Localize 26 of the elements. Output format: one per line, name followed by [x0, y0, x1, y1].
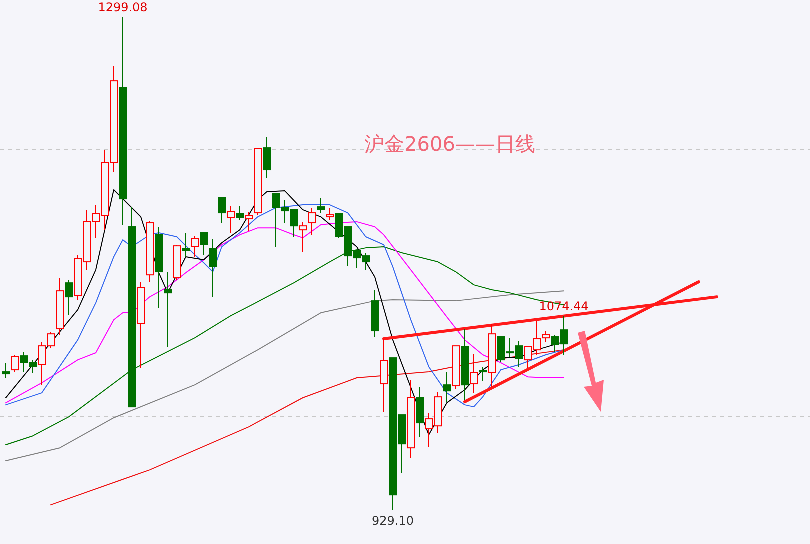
candlestick: [479, 366, 487, 382]
annotation: 1299.08: [98, 0, 148, 14]
annotation: 929.10: [372, 514, 414, 528]
candlestick: [326, 207, 334, 220]
candlestick: [263, 136, 271, 179]
candlestick: [299, 221, 307, 253]
candlestick: [2, 362, 10, 379]
candlestick: [236, 205, 244, 220]
candlestick: [227, 205, 235, 234]
candlestick: [308, 207, 316, 236]
candlestick: [11, 354, 19, 373]
annotation: 1074.44: [539, 299, 589, 314]
text: 沪金2606——日线: [364, 132, 536, 156]
candlestick: [443, 372, 451, 402]
candlestick: [380, 338, 388, 412]
candlestick: [209, 238, 217, 298]
candlestick: [65, 280, 73, 316]
candlestick: [200, 232, 208, 256]
candlestick: [164, 272, 172, 348]
candlestick: [245, 211, 253, 232]
candlestick: [317, 197, 325, 214]
candlestick: [542, 330, 550, 343]
candlestick: [218, 196, 226, 224]
candlestick: [191, 236, 199, 258]
candlestick: [182, 232, 190, 258]
candlestick: [470, 354, 478, 394]
